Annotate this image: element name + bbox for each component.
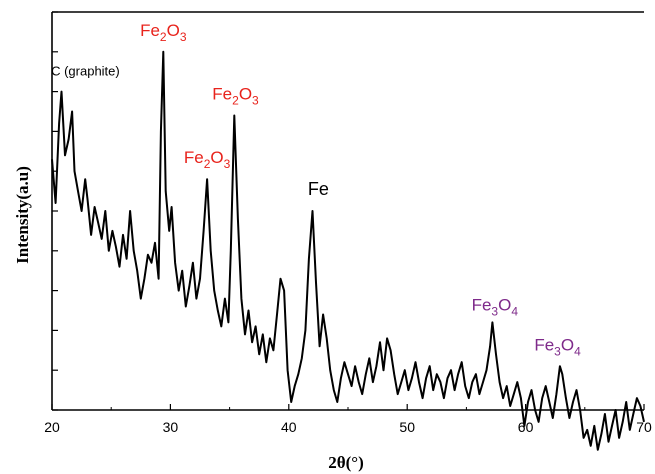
label-subscript: 4 [511, 305, 518, 319]
x-tick-label: 70 [636, 419, 652, 435]
x-tick-label: 20 [44, 419, 60, 435]
peak-label: Fe2O3 [212, 85, 259, 108]
label-subscript: 2 [204, 157, 211, 171]
peak-label: Fe3O4 [472, 296, 519, 319]
label-subscript: 2 [232, 94, 239, 108]
label-subscript: 2 [160, 30, 167, 44]
xrd-series-line [51, 50, 645, 451]
label-subscript: 3 [180, 30, 187, 44]
label-subscript: 3 [554, 344, 561, 358]
peak-label: Fe3O4 [534, 335, 581, 358]
y-axis-ticks [52, 11, 58, 411]
x-tick-label: 50 [399, 419, 415, 435]
peak-label: Fe2O3 [140, 21, 187, 44]
label-subscript: 4 [574, 344, 581, 358]
x-axis-title: 2θ(°) [328, 453, 364, 472]
label-segment: O [167, 21, 180, 40]
label-subscript: 3 [252, 94, 259, 108]
label-segment: O [498, 296, 511, 315]
label-segment: Fe [534, 335, 554, 354]
label-segment: Fe [140, 21, 160, 40]
label-segment: Fe [472, 296, 492, 315]
label-segment: O [561, 335, 574, 354]
x-tick-label: 60 [518, 419, 534, 435]
label-subscript: 3 [224, 157, 231, 171]
label-segment: Fe [184, 148, 204, 167]
peak-label: Fe2O3 [184, 148, 231, 171]
label-segment: O [239, 85, 252, 104]
peak-label: Fe [308, 179, 329, 199]
x-tick-label: 40 [281, 419, 297, 435]
x-tick-label: 30 [163, 419, 179, 435]
label-segment: Fe [212, 85, 232, 104]
peak-label: C (graphite) [51, 64, 120, 79]
label-subscript: 3 [491, 305, 498, 319]
x-axis-ticks: 20 30 40 50 60 70 [44, 404, 652, 435]
series-layer [51, 50, 645, 451]
label-segment: O [210, 148, 223, 167]
y-axis-title: Intensity(a.u) [13, 166, 32, 264]
